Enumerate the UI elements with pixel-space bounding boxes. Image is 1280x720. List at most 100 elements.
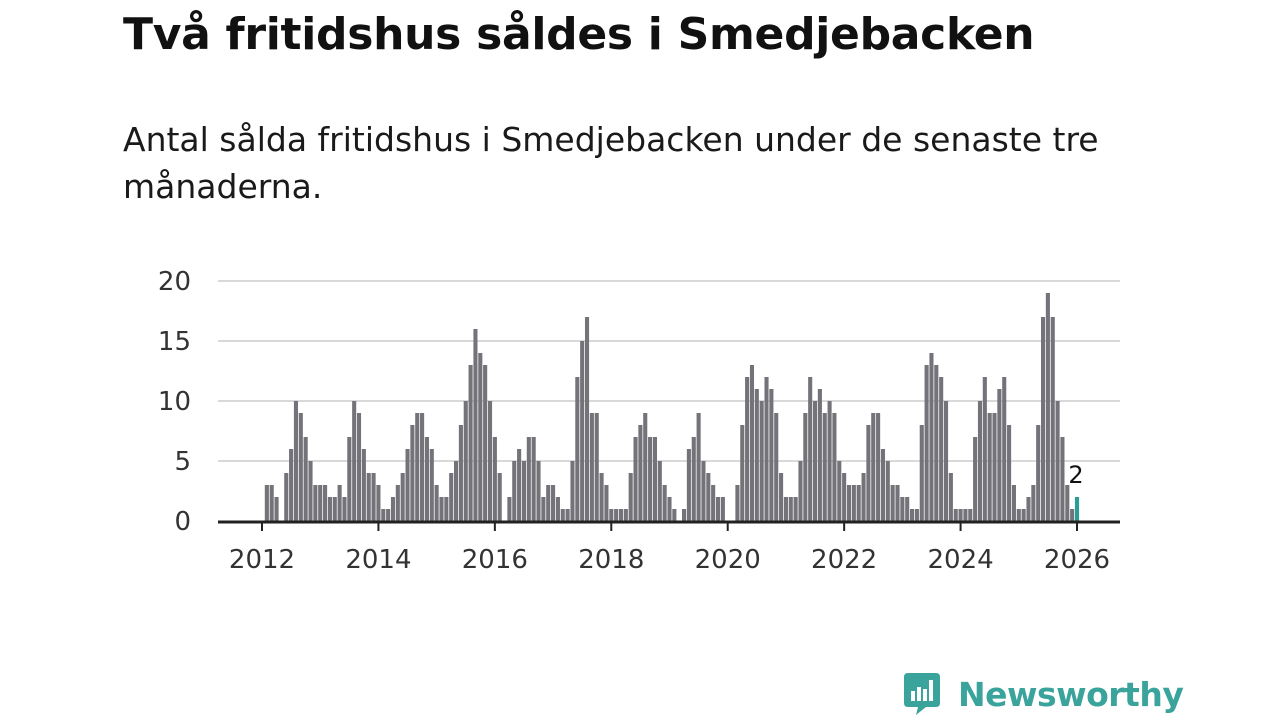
bar bbox=[861, 473, 866, 521]
bar bbox=[1060, 437, 1065, 521]
bar bbox=[633, 437, 638, 521]
bar bbox=[429, 449, 434, 521]
bar bbox=[565, 509, 570, 521]
bar bbox=[492, 437, 497, 521]
bar bbox=[749, 365, 755, 521]
x-tick-label: 2022 bbox=[811, 545, 877, 575]
bar bbox=[774, 413, 779, 521]
bar bbox=[842, 473, 847, 521]
bar bbox=[798, 461, 803, 521]
bars bbox=[264, 293, 1080, 521]
bar bbox=[395, 485, 400, 521]
bar bbox=[992, 413, 997, 521]
bar bbox=[618, 509, 624, 521]
bar bbox=[580, 341, 585, 521]
bar bbox=[551, 485, 556, 521]
last-value-label: 2 bbox=[1068, 461, 1083, 489]
bar bbox=[483, 365, 488, 521]
brand-name: Newsworthy bbox=[958, 674, 1184, 714]
bar bbox=[934, 365, 939, 521]
bar bbox=[715, 497, 721, 521]
bar bbox=[827, 401, 832, 521]
bar bbox=[1036, 425, 1041, 521]
bar bbox=[352, 401, 357, 521]
x-tick-labels: 2012 2014 2016 2018 2020 2022 2024 2026 bbox=[229, 523, 1110, 575]
bar bbox=[555, 497, 560, 521]
bar bbox=[454, 461, 459, 521]
bar bbox=[866, 425, 871, 521]
bar bbox=[910, 509, 915, 521]
bar bbox=[269, 485, 274, 521]
bar bbox=[817, 389, 822, 521]
bar bbox=[293, 401, 299, 521]
y-tick-label: 20 bbox=[158, 267, 191, 297]
bar bbox=[546, 485, 551, 521]
bar bbox=[1065, 485, 1070, 521]
bar bbox=[754, 389, 759, 521]
bar bbox=[638, 425, 643, 521]
bar bbox=[691, 437, 696, 521]
bar bbox=[623, 509, 628, 521]
bar bbox=[788, 497, 793, 521]
bar bbox=[812, 401, 818, 521]
bar bbox=[939, 377, 944, 521]
bar bbox=[628, 473, 633, 521]
bar bbox=[1011, 485, 1016, 521]
bar bbox=[846, 485, 852, 521]
bar bbox=[347, 437, 352, 521]
bar bbox=[977, 401, 983, 521]
bar bbox=[298, 413, 303, 521]
bar bbox=[837, 461, 842, 521]
bar bbox=[1002, 377, 1007, 521]
bar bbox=[808, 377, 813, 521]
bar bbox=[706, 473, 711, 521]
bar bbox=[657, 461, 662, 521]
bar bbox=[643, 413, 648, 521]
bar bbox=[342, 497, 347, 521]
x-tick-label: 2014 bbox=[345, 545, 411, 575]
bar bbox=[652, 437, 657, 521]
bar-latest bbox=[1074, 497, 1080, 521]
newsworthy-logo: Newsworthy bbox=[902, 670, 1184, 718]
bar bbox=[541, 497, 546, 521]
bar bbox=[987, 413, 992, 521]
bar bbox=[609, 509, 614, 521]
bar bbox=[1031, 485, 1036, 521]
bar bbox=[856, 485, 861, 521]
bar bbox=[458, 425, 463, 521]
bar bbox=[327, 497, 332, 521]
bar bbox=[735, 485, 740, 521]
bar bbox=[851, 485, 856, 521]
y-tick-label: 15 bbox=[158, 327, 191, 357]
bar bbox=[973, 437, 978, 521]
bar bbox=[584, 317, 590, 521]
x-tick-label: 2020 bbox=[695, 545, 761, 575]
bar bbox=[900, 497, 905, 521]
bar bbox=[323, 485, 328, 521]
bar bbox=[512, 461, 517, 521]
bar bbox=[779, 473, 784, 521]
bar bbox=[958, 509, 963, 521]
bar bbox=[764, 377, 769, 521]
bar bbox=[924, 365, 929, 521]
bar bbox=[982, 377, 987, 521]
bar bbox=[376, 485, 381, 521]
bar bbox=[400, 473, 405, 521]
bar bbox=[759, 401, 764, 521]
bar bbox=[415, 413, 420, 521]
y-tick-label: 5 bbox=[174, 447, 191, 477]
bar bbox=[686, 449, 691, 521]
bar bbox=[284, 473, 289, 521]
bar bbox=[332, 497, 337, 521]
bar bbox=[478, 353, 483, 521]
y-tick-label: 10 bbox=[158, 387, 191, 417]
bar bbox=[517, 449, 522, 521]
bar bbox=[468, 365, 473, 521]
newsworthy-logo-icon bbox=[904, 673, 940, 715]
y-tick-label: 0 bbox=[174, 507, 191, 537]
bar bbox=[526, 437, 531, 521]
bar bbox=[507, 497, 512, 521]
x-tick-label: 2018 bbox=[578, 545, 644, 575]
bar bbox=[439, 497, 444, 521]
bar bbox=[1050, 317, 1055, 521]
